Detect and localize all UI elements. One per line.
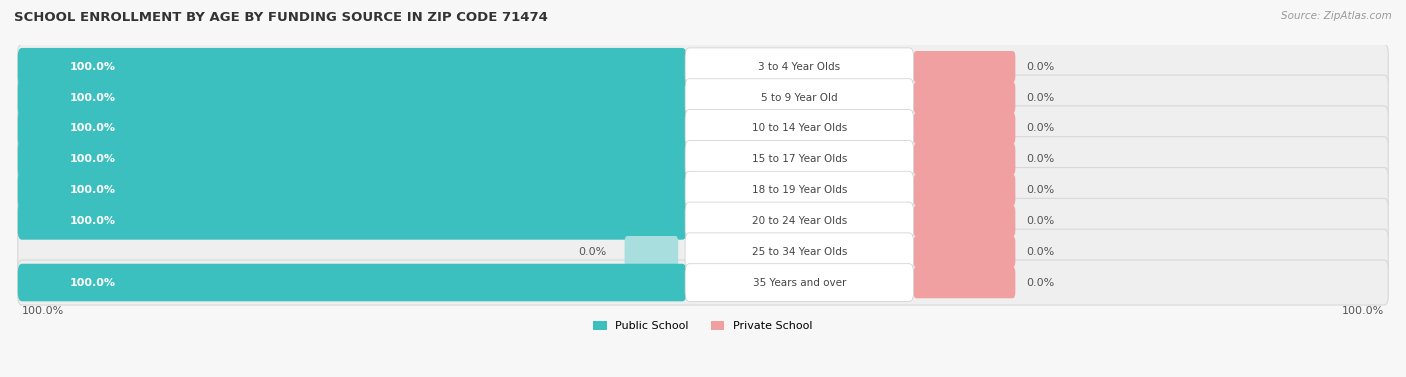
Text: 0.0%: 0.0% (1026, 216, 1054, 226)
FancyBboxPatch shape (914, 267, 1015, 298)
FancyBboxPatch shape (624, 236, 678, 267)
Text: 15 to 17 Year Olds: 15 to 17 Year Olds (752, 154, 846, 164)
FancyBboxPatch shape (914, 236, 1015, 267)
Text: 3 to 4 Year Olds: 3 to 4 Year Olds (758, 62, 841, 72)
Text: 10 to 14 Year Olds: 10 to 14 Year Olds (752, 123, 846, 133)
Text: 25 to 34 Year Olds: 25 to 34 Year Olds (752, 247, 846, 257)
FancyBboxPatch shape (18, 137, 1388, 182)
FancyBboxPatch shape (18, 171, 686, 209)
FancyBboxPatch shape (18, 106, 1388, 151)
FancyBboxPatch shape (18, 44, 1388, 89)
FancyBboxPatch shape (914, 113, 1015, 144)
FancyBboxPatch shape (685, 171, 914, 209)
Text: 100.0%: 100.0% (70, 123, 117, 133)
Text: 0.0%: 0.0% (1026, 62, 1054, 72)
Text: 100.0%: 100.0% (1341, 306, 1384, 316)
Text: 100.0%: 100.0% (70, 93, 117, 103)
FancyBboxPatch shape (18, 48, 686, 86)
FancyBboxPatch shape (18, 264, 686, 301)
Text: 20 to 24 Year Olds: 20 to 24 Year Olds (752, 216, 846, 226)
FancyBboxPatch shape (18, 202, 686, 240)
FancyBboxPatch shape (914, 174, 1015, 206)
FancyBboxPatch shape (18, 260, 1388, 305)
FancyBboxPatch shape (18, 167, 1388, 213)
Text: 100.0%: 100.0% (70, 185, 117, 195)
FancyBboxPatch shape (685, 140, 914, 178)
Text: 0.0%: 0.0% (1026, 185, 1054, 195)
FancyBboxPatch shape (914, 144, 1015, 175)
Text: 0.0%: 0.0% (1026, 93, 1054, 103)
Text: 0.0%: 0.0% (578, 247, 606, 257)
FancyBboxPatch shape (18, 110, 686, 147)
FancyBboxPatch shape (685, 48, 914, 86)
FancyBboxPatch shape (685, 202, 914, 240)
FancyBboxPatch shape (685, 264, 914, 301)
Text: SCHOOL ENROLLMENT BY AGE BY FUNDING SOURCE IN ZIP CODE 71474: SCHOOL ENROLLMENT BY AGE BY FUNDING SOUR… (14, 11, 548, 24)
Text: 100.0%: 100.0% (70, 216, 117, 226)
FancyBboxPatch shape (685, 79, 914, 116)
Text: 0.0%: 0.0% (1026, 154, 1054, 164)
Text: 100.0%: 100.0% (70, 62, 117, 72)
Text: Source: ZipAtlas.com: Source: ZipAtlas.com (1281, 11, 1392, 21)
Text: 5 to 9 Year Old: 5 to 9 Year Old (761, 93, 838, 103)
Text: 100.0%: 100.0% (70, 277, 117, 288)
FancyBboxPatch shape (18, 198, 1388, 244)
Text: 35 Years and over: 35 Years and over (752, 277, 846, 288)
FancyBboxPatch shape (685, 110, 914, 147)
Text: 0.0%: 0.0% (1026, 247, 1054, 257)
FancyBboxPatch shape (685, 233, 914, 271)
Text: 100.0%: 100.0% (70, 154, 117, 164)
FancyBboxPatch shape (18, 140, 686, 178)
FancyBboxPatch shape (18, 229, 1388, 274)
FancyBboxPatch shape (18, 79, 686, 116)
FancyBboxPatch shape (914, 82, 1015, 113)
Legend: Public School, Private School: Public School, Private School (589, 316, 817, 336)
FancyBboxPatch shape (914, 205, 1015, 237)
Text: 0.0%: 0.0% (1026, 277, 1054, 288)
FancyBboxPatch shape (914, 51, 1015, 83)
FancyBboxPatch shape (18, 75, 1388, 120)
Text: 18 to 19 Year Olds: 18 to 19 Year Olds (752, 185, 846, 195)
Text: 0.0%: 0.0% (1026, 123, 1054, 133)
Text: 100.0%: 100.0% (22, 306, 65, 316)
